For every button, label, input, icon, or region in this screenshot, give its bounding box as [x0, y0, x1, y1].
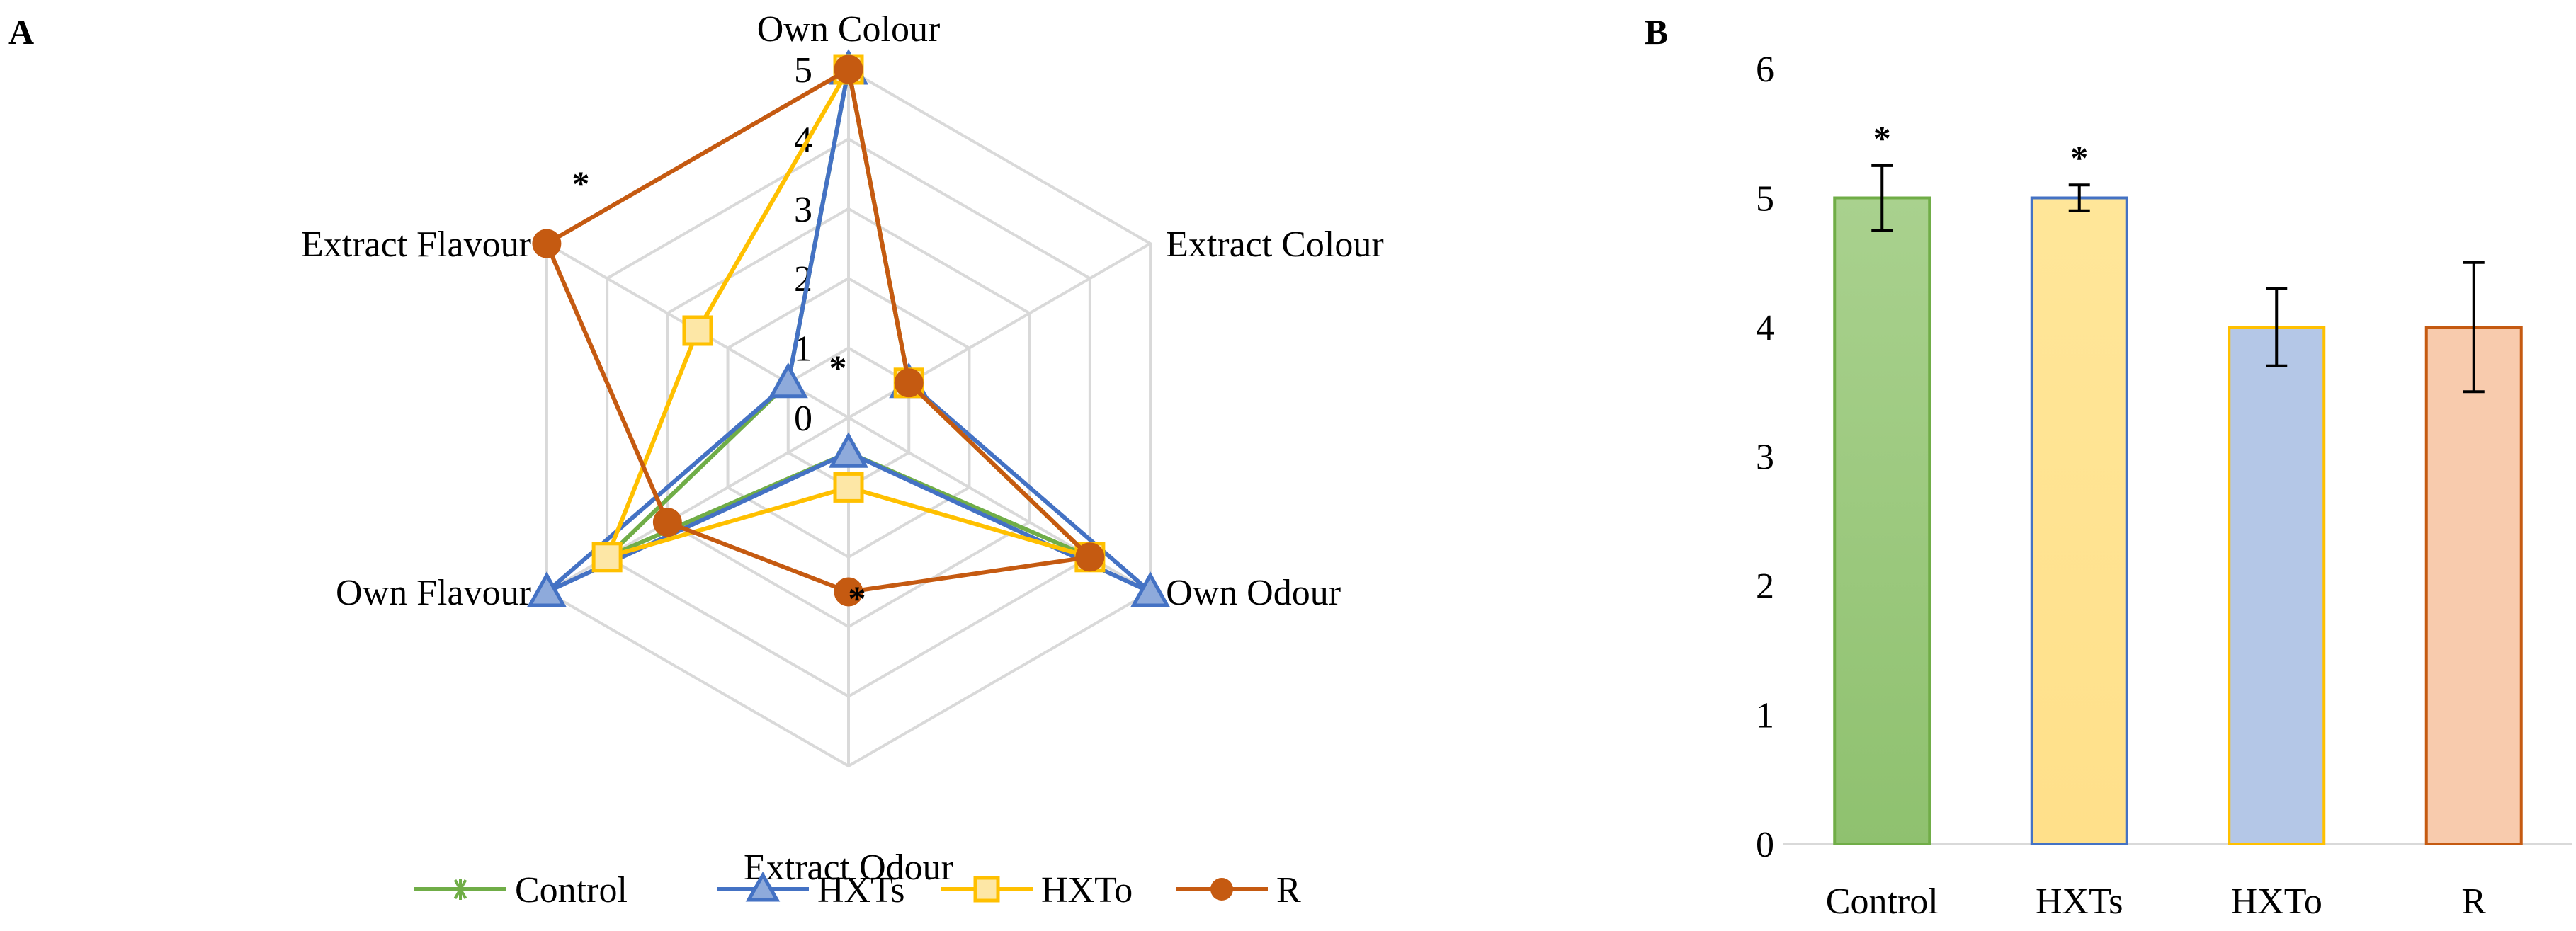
- series-marker-hxts: [526, 571, 567, 607]
- radar-tick-label: 3: [794, 190, 812, 230]
- radar-tick-label: 0: [794, 399, 812, 439]
- legend-item-r: R: [1176, 870, 1301, 910]
- series-marker-hxts: [768, 362, 808, 399]
- panel-b-label: B: [1645, 12, 1668, 52]
- x-tick-label-hxto: HXTo: [2231, 881, 2322, 922]
- bar-hxto: [2228, 326, 2326, 845]
- bar-hxts: [2030, 196, 2128, 845]
- axis-label-extract-colour: Extract Colour: [1166, 224, 1384, 265]
- series-marker-r: [834, 577, 863, 607]
- significance-star-extract-flavour: *: [572, 164, 590, 203]
- y-tick-label: 4: [1756, 308, 1774, 348]
- significance-star-extract-odour: *: [849, 578, 866, 618]
- legend-item-hxts: HXTs: [717, 870, 904, 910]
- series-marker-hxto: [833, 472, 864, 503]
- legend-item-hxto: HXTo: [941, 870, 1133, 910]
- y-tick-label: 5: [1756, 179, 1774, 219]
- series-marker-hxts: [1130, 571, 1171, 607]
- series-marker-r: [532, 229, 562, 258]
- series-marker-r: [834, 55, 863, 84]
- legend-marker: [973, 876, 1000, 903]
- bar-chart: 0 1 2 3 4 5 6 Control HXTs HXTo R * *: [1756, 50, 2572, 922]
- legend-item-control: Control: [414, 870, 628, 910]
- y-tick-label: 0: [1756, 825, 1774, 865]
- significance-star-own-colour: *: [829, 348, 847, 387]
- y-tick-label: 3: [1756, 438, 1774, 478]
- significance-star-control: *: [1873, 118, 1891, 158]
- series-marker-hxts: [829, 432, 868, 468]
- legend-marker: [745, 871, 781, 902]
- axis-label-extract-flavour: Extract Flavour: [301, 224, 531, 265]
- y-tick-label: 2: [1756, 566, 1774, 607]
- x-tick-label-r: R: [2461, 881, 2486, 922]
- axis-label-extract-odour: Extract Odour: [744, 847, 953, 888]
- legend-marker: [1210, 878, 1233, 901]
- legend-label-hxto: HXTo: [1041, 870, 1133, 910]
- y-tick-label: 6: [1756, 50, 1774, 90]
- error-bar-r: [2463, 261, 2485, 394]
- series-marker-hxto: [682, 315, 713, 346]
- axis-label-own-colour: Own Colour: [757, 9, 941, 50]
- y-tick-label: 1: [1756, 696, 1774, 736]
- axis-label-own-odour: Own Odour: [1166, 573, 1341, 613]
- error-bar-control: [1871, 164, 1893, 232]
- bar-r: [2424, 326, 2523, 845]
- radar-tick-label: 5: [794, 50, 812, 91]
- legend-label-control: Control: [515, 870, 628, 910]
- series-marker-r: [652, 508, 682, 537]
- series-marker-r: [1075, 542, 1105, 572]
- x-tick-label-hxts: HXTs: [2036, 881, 2123, 922]
- panel-a-label: A: [8, 12, 34, 52]
- series-marker-hxto: [591, 542, 623, 573]
- x-tick-label-control: Control: [1826, 881, 1939, 922]
- legend-label-hxts: HXTs: [817, 870, 904, 910]
- series-line-r: [544, 67, 1092, 594]
- axis-label-own-flavour: Own Flavour: [336, 573, 531, 613]
- series-marker-r: [894, 368, 924, 398]
- error-bar-hxto: [2266, 287, 2288, 367]
- legend-label-r: R: [1276, 870, 1301, 910]
- radar-legend: Control HXTs HXTo R: [414, 870, 1301, 910]
- error-bar-hxts: [2068, 183, 2090, 212]
- significance-star-hxts: *: [2070, 137, 2088, 177]
- bar-control: [1833, 196, 1931, 845]
